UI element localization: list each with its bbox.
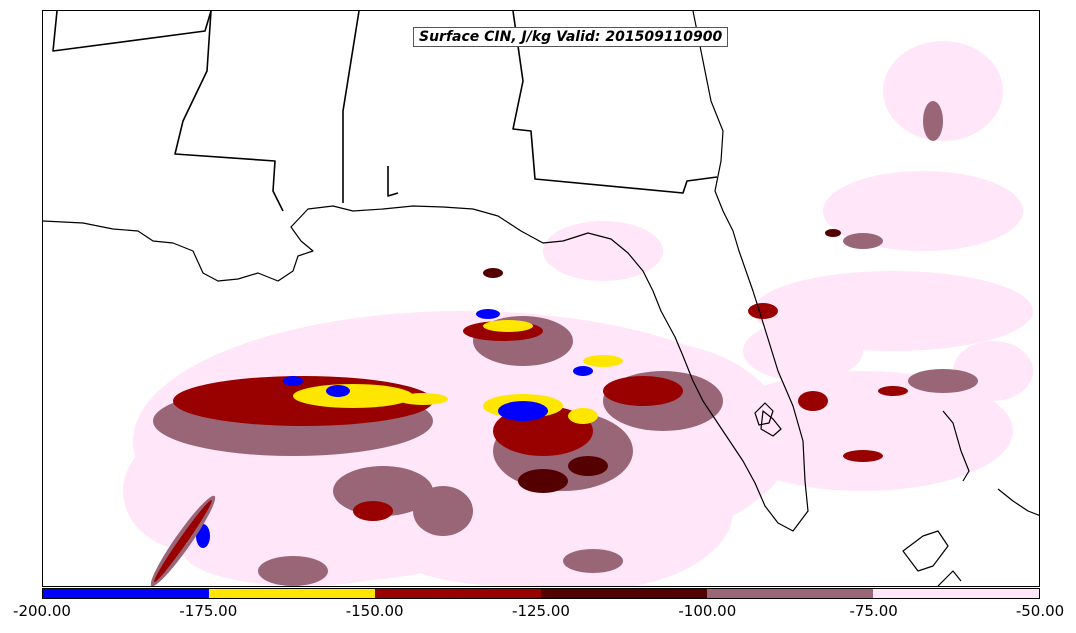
cin-region-very-strong — [483, 320, 533, 332]
cin-region-strongest — [518, 469, 568, 493]
cin-region-extreme — [326, 385, 350, 397]
colorbar-label: -150.00 — [345, 602, 404, 620]
cin-region-moderate — [333, 466, 433, 516]
cin-region-very-strong — [398, 393, 448, 405]
cin-region-strong — [603, 376, 683, 406]
coastline-gulf — [43, 11, 809, 532]
coastline-bahamas-2 — [997, 488, 1039, 516]
map-boundaries — [43, 11, 1039, 586]
cin-region-strongest — [825, 229, 841, 237]
state-border-al-fl — [387, 166, 399, 197]
cin-region-strong — [154, 499, 212, 583]
colorbar-label: -125.00 — [512, 602, 570, 620]
state-border-la-ms — [174, 11, 284, 212]
colorbar-segment-2 — [209, 589, 375, 598]
colorbar-segment-3 — [375, 589, 541, 598]
cin-region-moderate — [258, 556, 328, 586]
cin-region-strong — [843, 450, 883, 462]
colorbar-label: -175.00 — [179, 602, 238, 620]
cin-region-moderate — [923, 101, 943, 141]
cin-field-layer — [123, 41, 1033, 586]
cin-region-weak — [823, 171, 1023, 251]
cin-region-weak — [123, 431, 263, 551]
state-border-al-ga — [512, 11, 718, 194]
colorbar-segment-6 — [873, 589, 1039, 598]
state-border-ms-al — [342, 11, 360, 203]
colorbar-label: -200.00 — [13, 602, 71, 620]
map-title: Surface CIN, J/kg Valid: 201509110900 — [413, 27, 729, 47]
colorbar-segment-5 — [707, 589, 873, 598]
cin-region-weak — [953, 341, 1033, 401]
cin-region-weak — [883, 41, 1003, 141]
colorbar-label: -100.00 — [678, 602, 737, 620]
cin-region-very-strong — [583, 355, 623, 367]
cin-region-extreme — [573, 366, 593, 376]
cin-region-moderate — [563, 549, 623, 573]
cin-region-extreme — [476, 309, 500, 319]
cin-map — [43, 11, 1039, 586]
colorbar-segment-1 — [43, 589, 209, 598]
cin-region-weak — [713, 371, 1013, 491]
colorbar-label: -75.00 — [849, 602, 898, 620]
cin-region-strong — [353, 501, 393, 521]
coastline-bahamas-1 — [942, 410, 970, 482]
cin-region-moderate — [413, 486, 473, 536]
cin-region-extreme — [283, 376, 303, 386]
colorbar-labels: -200.00 -175.00 -150.00 -125.00 -100.00 … — [0, 602, 1076, 624]
cin-region-strong — [798, 391, 828, 411]
coastline-cuba — [902, 530, 949, 572]
cin-region-weak — [183, 516, 423, 586]
cin-region-very-strong — [293, 384, 413, 408]
cin-region-weak — [543, 221, 663, 281]
colorbar-label: -50.00 — [1015, 602, 1065, 620]
lake-okeechobee — [754, 402, 774, 426]
coastline-island-2 — [937, 570, 962, 586]
cin-region-moderate — [843, 233, 883, 249]
cin-region-strongest — [483, 268, 503, 278]
cin-region-very-strong — [568, 408, 598, 424]
cin-region-moderate — [908, 369, 978, 393]
colorbar — [42, 588, 1040, 599]
colorbar-segment-4 — [541, 589, 707, 598]
cin-region-strongest — [568, 456, 608, 476]
cin-region-weak — [743, 321, 863, 381]
cin-region-strong — [748, 303, 778, 319]
cin-region-extreme — [498, 401, 548, 421]
map-panel: Surface CIN, J/kg Valid: 201509110900 — [42, 10, 1040, 587]
state-border-ar-la — [52, 11, 212, 52]
cin-region-strong — [878, 386, 908, 396]
